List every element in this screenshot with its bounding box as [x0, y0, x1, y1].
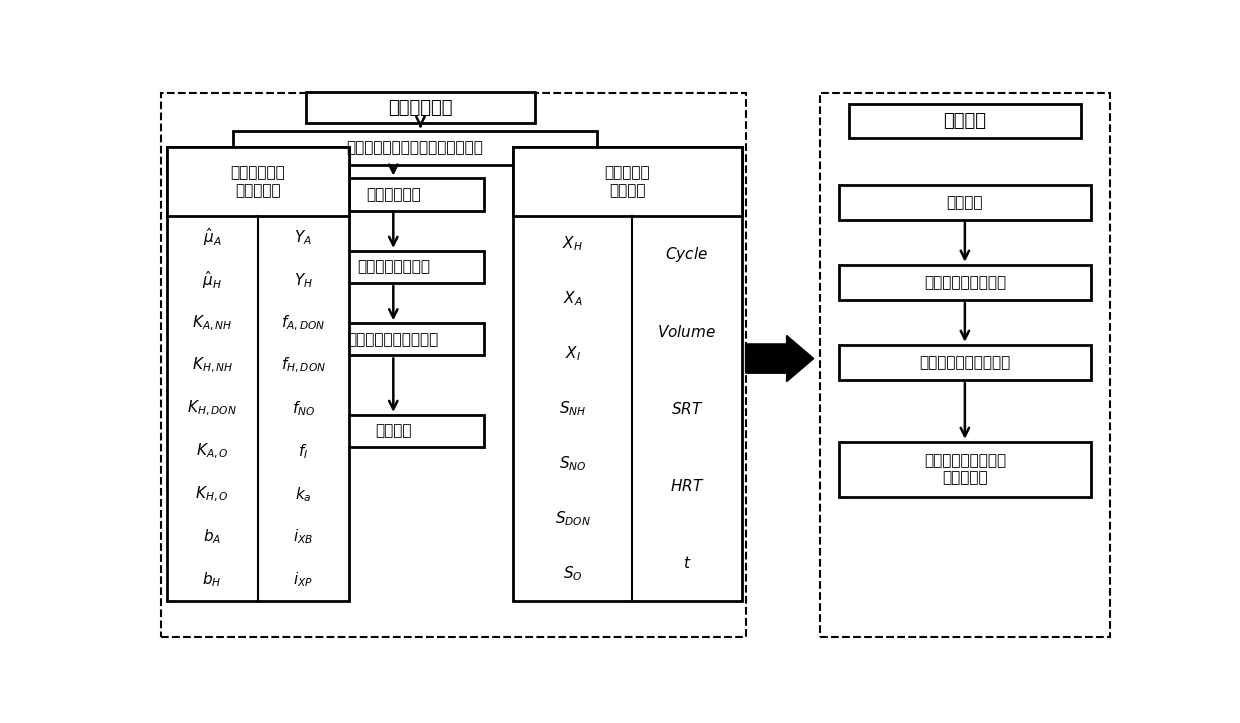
Text: $f_{A,DON}$: $f_{A,DON}$: [281, 313, 325, 333]
Text: $K_{A,NH}$: $K_{A,NH}$: [192, 313, 232, 333]
Text: $Y_H$: $Y_H$: [294, 271, 312, 290]
Text: 市政污水: 市政污水: [946, 194, 983, 210]
Text: 动力学表达式: 动力学表达式: [366, 187, 420, 202]
Bar: [161, 93, 746, 637]
Text: $\hat{\mu}_H$: $\hat{\mu}_H$: [202, 270, 222, 291]
Text: 微生物类溶解性有机氮的变化规律: 微生物类溶解性有机氮的变化规律: [346, 140, 484, 155]
Bar: [848, 103, 1081, 137]
Text: $t$: $t$: [682, 555, 691, 570]
Bar: [233, 131, 596, 165]
Text: $S_O$: $S_O$: [563, 564, 583, 583]
Text: $K_{H,O}$: $K_{H,O}$: [196, 484, 229, 504]
Text: $S_{NH}$: $S_{NH}$: [559, 399, 587, 418]
Text: 系统变量、
运行参数: 系统变量、 运行参数: [605, 166, 650, 197]
Bar: [838, 442, 1091, 497]
Text: $i_{XB}$: $i_{XB}$: [293, 528, 314, 547]
Text: $S_{NO}$: $S_{NO}$: [559, 454, 587, 473]
Text: $X_A$: $X_A$: [563, 289, 583, 308]
Text: 灵敏度分析及参数估计: 灵敏度分析及参数估计: [347, 332, 439, 347]
Text: $K_{H,DON}$: $K_{H,DON}$: [187, 399, 237, 419]
Text: $f_{NO}$: $f_{NO}$: [291, 399, 315, 418]
Text: $\hat{\mu}_A$: $\hat{\mu}_A$: [203, 226, 222, 249]
Text: $Volume$: $Volume$: [657, 324, 717, 340]
Text: $SRT$: $SRT$: [671, 401, 703, 416]
Text: $Cycle$: $Cycle$: [666, 245, 708, 264]
Bar: [838, 184, 1091, 220]
Text: 确定组分及参数数值: 确定组分及参数数值: [924, 275, 1006, 290]
FancyArrow shape: [745, 335, 813, 382]
Text: 动力学参数、
化学计量数: 动力学参数、 化学计量数: [231, 166, 285, 197]
Text: $b_A$: $b_A$: [203, 528, 221, 547]
Text: $X_H$: $X_H$: [562, 234, 583, 253]
Text: 预测微生物类溶解性
有机氮浓度: 预测微生物类溶解性 有机氮浓度: [924, 453, 1006, 486]
Text: $i_{XP}$: $i_{XP}$: [293, 570, 314, 589]
Text: $b_H$: $b_H$: [202, 570, 222, 589]
Text: $f_I$: $f_I$: [298, 442, 309, 461]
Text: 输入新组分及参数数值: 输入新组分及参数数值: [919, 355, 1011, 370]
Bar: [306, 92, 534, 123]
Text: $k_a$: $k_a$: [295, 485, 311, 503]
Text: $K_{H,NH}$: $K_{H,NH}$: [191, 356, 233, 375]
Bar: [838, 345, 1091, 380]
Bar: [838, 265, 1091, 300]
Bar: [513, 147, 742, 216]
Text: 模型构建及初始化: 模型构建及初始化: [357, 260, 430, 275]
Bar: [303, 179, 485, 210]
Bar: [166, 147, 348, 601]
Bar: [513, 147, 742, 601]
Bar: [820, 93, 1110, 637]
Text: 预测浓度: 预测浓度: [944, 111, 986, 129]
Bar: [303, 251, 485, 283]
Bar: [303, 323, 485, 356]
Text: $X_I$: $X_I$: [564, 344, 580, 363]
Text: $K_{A,O}$: $K_{A,O}$: [196, 442, 228, 461]
Text: $Y_A$: $Y_A$: [294, 228, 312, 247]
Bar: [166, 147, 348, 216]
Text: 优化模型: 优化模型: [374, 424, 412, 438]
Text: $S_{DON}$: $S_{DON}$: [554, 509, 590, 528]
Bar: [303, 415, 485, 447]
Text: $HRT$: $HRT$: [670, 478, 704, 494]
Text: 建立预测模型: 建立预测模型: [388, 98, 453, 116]
Text: $f_{H,DON}$: $f_{H,DON}$: [280, 356, 326, 375]
